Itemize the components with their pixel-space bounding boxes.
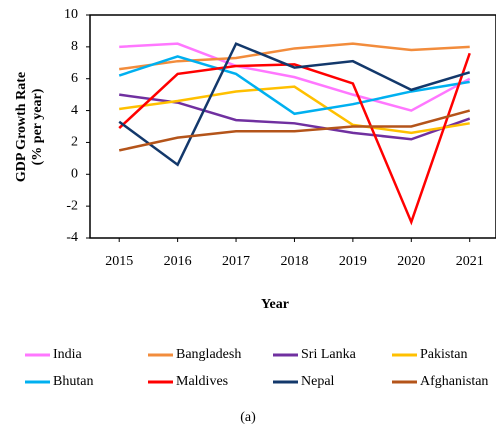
x-tick-label: 2019 [339,254,367,269]
x-axis-label: Year [261,297,289,312]
legend-label: Nepal [301,374,335,389]
y-tick-label: 4 [71,103,78,118]
series-line [118,109,471,152]
legend-label: Bhutan [53,374,93,389]
y-tick-label: -2 [66,198,78,213]
y-tick-label: 8 [71,39,78,54]
x-tick-label: 2018 [280,254,308,269]
series-line [118,42,471,167]
legend-label: Pakistan [420,347,467,362]
y-tick-label: -4 [66,230,78,245]
x-tick-label: 2020 [397,254,425,269]
legend-label: India [53,347,83,362]
y-tick-label: 0 [71,167,78,182]
series-line [119,42,471,112]
x-tick-label: 2015 [105,254,133,269]
legend-label: Maldives [176,374,228,389]
series-line [119,42,470,71]
series-line [119,93,471,141]
x-tick-label: 2021 [456,254,484,269]
caption: (a) [240,410,256,425]
legend-label: Afghanistan [420,374,488,389]
series-line [119,85,470,135]
y-tick-label: 6 [71,71,78,86]
series-line [118,52,471,226]
x-tick-label: 2016 [164,254,192,269]
y-tick-label: 10 [64,7,78,22]
legend-label: Sri Lanka [301,347,357,362]
plot-frame [89,14,496,239]
y-axis-label: (% per year) [30,88,45,165]
y-tick-label: 2 [71,135,78,150]
series-line [118,55,470,116]
y-axis-label: GDP Growth Rate [14,72,29,182]
x-tick-label: 2017 [222,254,250,269]
legend-label: Bangladesh [176,347,241,362]
